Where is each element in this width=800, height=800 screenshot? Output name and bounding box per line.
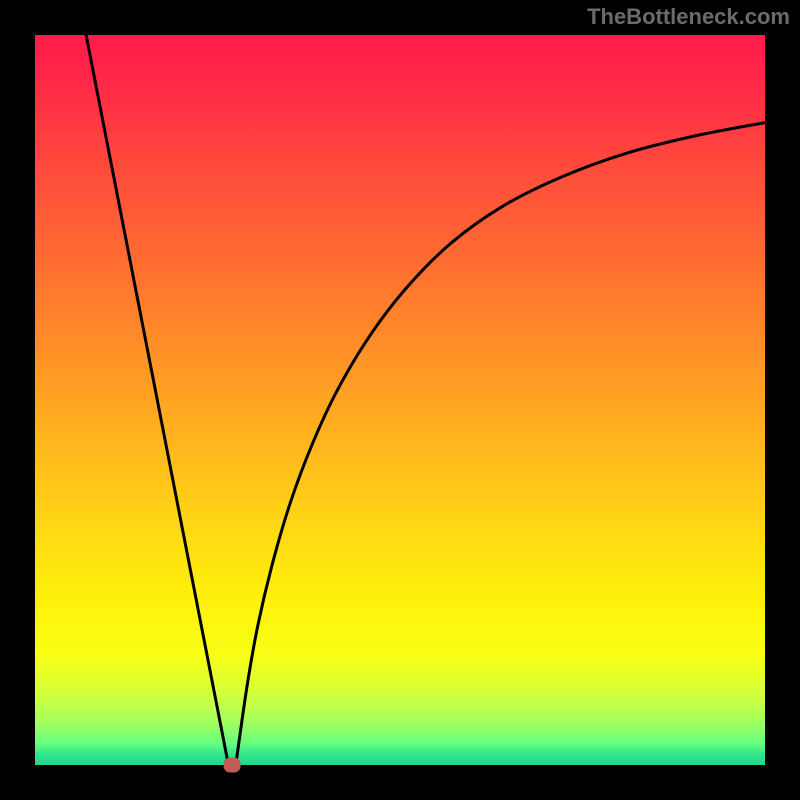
minimum-marker <box>224 758 240 772</box>
chart-root: { "watermark": { "text": "TheBottleneck.… <box>0 0 800 800</box>
chart-svg <box>0 0 800 800</box>
